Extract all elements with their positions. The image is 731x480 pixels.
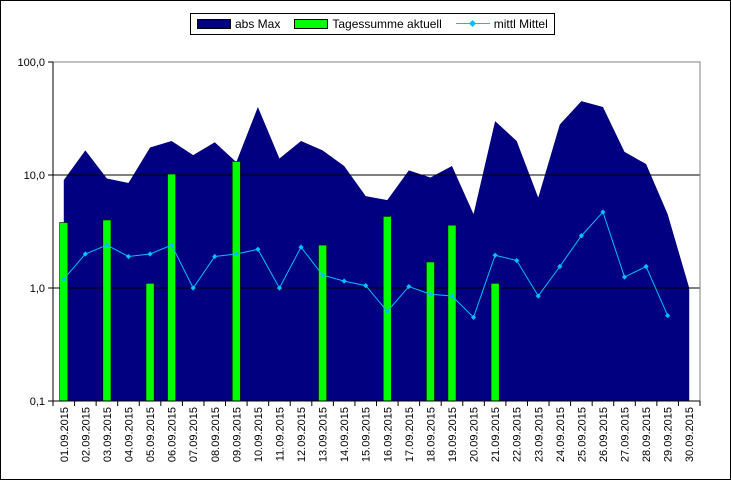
x-tick-label: 27.09.2015 bbox=[620, 407, 632, 462]
legend-item-abs-max: abs Max bbox=[197, 17, 280, 31]
bar-21.09.2015 bbox=[490, 283, 500, 402]
x-tick-label: 08.09.2015 bbox=[210, 407, 222, 462]
point-mittl-mittel-08.09.2015 bbox=[212, 253, 218, 260]
point-mittl-mittel-19.09.2015 bbox=[449, 293, 455, 299]
x-tick-label: 23.09.2015 bbox=[533, 407, 545, 462]
x-tick-label: 19.09.2015 bbox=[447, 407, 459, 462]
legend-label-mittl-mittel: mittl Mittel bbox=[493, 17, 548, 31]
x-tick-label: 29.09.2015 bbox=[663, 407, 675, 462]
x-tick-label: 15.09.2015 bbox=[361, 407, 373, 462]
point-mittl-mittel-10.09.2015 bbox=[255, 246, 261, 252]
area-abs-max bbox=[63, 101, 690, 402]
bar-06.09.2015 bbox=[167, 173, 177, 402]
x-tick-label: 10.09.2015 bbox=[253, 407, 265, 462]
legend: abs Max Tagessumme aktuell mittl Mittel bbox=[190, 13, 555, 35]
legend-item-mittl-mittel: mittl Mittel bbox=[455, 17, 548, 31]
point-mittl-mittel-29.09.2015 bbox=[665, 312, 671, 319]
point-mittl-mittel-09.09.2015 bbox=[233, 251, 239, 257]
x-tick-label: 26.09.2015 bbox=[598, 407, 610, 462]
point-mittl-mittel-17.09.2015 bbox=[406, 283, 412, 290]
legend-item-tagessumme: Tagessumme aktuell bbox=[294, 17, 442, 31]
point-mittl-mittel-16.09.2015 bbox=[384, 308, 390, 315]
bar-13.09.2015 bbox=[318, 244, 327, 402]
point-mittl-mittel-23.09.2015 bbox=[535, 293, 541, 299]
legend-swatch-mittl-mittel bbox=[455, 19, 490, 29]
x-tick-label: 04.09.2015 bbox=[123, 407, 135, 462]
point-mittl-mittel-04.09.2015 bbox=[125, 253, 132, 260]
point-mittl-mittel-28.09.2015 bbox=[643, 263, 649, 270]
x-tick-label: 17.09.2015 bbox=[404, 407, 416, 462]
legend-swatch-abs-max bbox=[197, 19, 231, 29]
x-tick-label: 07.09.2015 bbox=[188, 407, 200, 462]
x-tick-label: 02.09.2015 bbox=[80, 407, 92, 462]
x-tick-label: 09.09.2015 bbox=[231, 407, 243, 462]
x-tick-label: 20.09.2015 bbox=[469, 407, 481, 462]
point-mittl-mittel-20.09.2015 bbox=[470, 314, 477, 320]
y-tick-label: 0,1 bbox=[30, 396, 45, 408]
point-mittl-mittel-27.09.2015 bbox=[621, 274, 628, 280]
point-mittl-mittel-25.09.2015 bbox=[578, 233, 584, 239]
x-tick-label: 11.09.2015 bbox=[274, 407, 286, 461]
x-tick-label: 18.09.2015 bbox=[425, 407, 437, 462]
point-mittl-mittel-03.09.2015 bbox=[104, 242, 110, 248]
y-tick-label: 1,0 bbox=[30, 283, 45, 295]
point-mittl-mittel-02.09.2015 bbox=[82, 251, 88, 257]
x-tick-label: 16.09.2015 bbox=[382, 407, 394, 462]
x-tick-label: 25.09.2015 bbox=[576, 407, 588, 462]
point-mittl-mittel-07.09.2015 bbox=[190, 285, 196, 291]
point-mittl-mittel-21.09.2015 bbox=[492, 252, 498, 258]
x-tick-label: 06.09.2015 bbox=[167, 407, 179, 462]
x-tick-label: 05.09.2015 bbox=[145, 407, 157, 462]
bar-01.09.2015 bbox=[59, 222, 69, 402]
point-mittl-mittel-11.09.2015 bbox=[276, 285, 283, 291]
legend-swatch-tagessumme bbox=[294, 19, 329, 29]
x-tick-label: 21.09.2015 bbox=[490, 407, 502, 462]
legend-label-abs-max: abs Max bbox=[235, 17, 281, 31]
point-mittl-mittel-15.09.2015 bbox=[363, 283, 369, 289]
x-tick-label: 30.09.2015 bbox=[684, 407, 696, 462]
x-tick-label: 28.09.2015 bbox=[641, 407, 653, 462]
bar-19.09.2015 bbox=[447, 224, 457, 402]
point-mittl-mittel-18.09.2015 bbox=[427, 291, 434, 297]
bar-18.09.2015 bbox=[426, 261, 435, 402]
x-tick-label: 13.09.2015 bbox=[318, 407, 330, 462]
point-mittl-mittel-24.09.2015 bbox=[557, 263, 563, 270]
x-tick-label: 14.09.2015 bbox=[339, 407, 351, 462]
bar-05.09.2015 bbox=[145, 283, 155, 402]
legend-label-tagessumme: Tagessumme aktuell bbox=[332, 17, 442, 31]
point-mittl-mittel-26.09.2015 bbox=[600, 209, 606, 215]
point-mittl-mittel-06.09.2015 bbox=[169, 242, 175, 248]
x-tick-label: 12.09.2015 bbox=[296, 407, 308, 462]
y-tick-label: 100,0 bbox=[17, 57, 45, 69]
point-mittl-mittel-01.09.2015 bbox=[61, 276, 67, 282]
x-tick-label: 22.09.2015 bbox=[512, 407, 524, 462]
x-tick-label: 03.09.2015 bbox=[102, 407, 114, 462]
bar-09.09.2015 bbox=[231, 161, 241, 402]
y-tick-label: 10,0 bbox=[24, 170, 45, 182]
point-mittl-mittel-13.09.2015 bbox=[319, 272, 326, 278]
point-mittl-mittel-22.09.2015 bbox=[514, 257, 520, 264]
point-mittl-mittel-05.09.2015 bbox=[147, 251, 153, 257]
point-mittl-mittel-12.09.2015 bbox=[298, 244, 304, 250]
point-mittl-mittel-14.09.2015 bbox=[341, 278, 347, 284]
x-tick-label: 24.09.2015 bbox=[555, 407, 567, 462]
x-tick-label: 01.09.2015 bbox=[59, 407, 71, 462]
